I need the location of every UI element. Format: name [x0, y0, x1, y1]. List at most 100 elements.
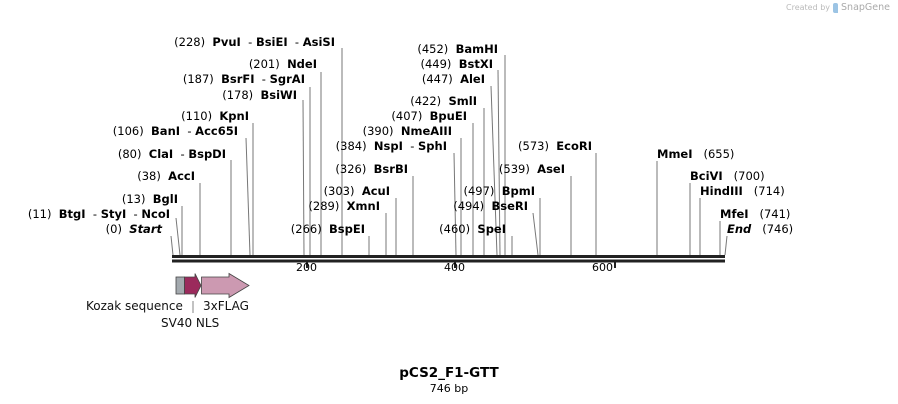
site-label-kpni[interactable]: (110) KpnI — [181, 109, 249, 123]
site-position: (497) — [463, 184, 495, 198]
site-position: (106) — [112, 124, 144, 138]
feature-sv40-nls[interactable] — [184, 273, 202, 298]
site-position: (110) — [181, 109, 213, 123]
site-position: (447) — [421, 72, 453, 86]
site-label-spei[interactable]: (460) SpeI — [439, 222, 506, 236]
site-label-ndei[interactable]: (201) NdeI — [249, 57, 317, 71]
site-line — [453, 152, 457, 256]
site-label-bani[interactable]: (106) BanI - Acc65I — [113, 124, 238, 138]
enzyme-name: PvuI — [212, 35, 241, 49]
site-label-bsrbi[interactable]: (326) BsrBI — [335, 162, 408, 176]
enzyme-name: BanI — [151, 124, 181, 138]
site-position: (289) — [308, 199, 340, 213]
site-label-clai[interactable]: (80) ClaI - BspDI — [118, 147, 226, 161]
site-line — [497, 69, 501, 256]
site-line — [175, 217, 181, 256]
site-label-pvui[interactable]: (228) PvuI - BsiEI - AsiSI — [174, 35, 335, 49]
site-label-bspei[interactable]: (266) BspEI — [291, 222, 365, 236]
site-label-bamhi[interactable]: (452) BamHI — [417, 42, 498, 56]
enzyme-name: SgrAI — [269, 72, 305, 86]
feature-label-3xflag[interactable]: 3xFLAG — [203, 299, 249, 313]
site-label-nspi[interactable]: (384) NspI - SphI — [336, 139, 447, 153]
site-label-start[interactable]: (0) Start — [106, 222, 162, 236]
enzyme-name: EcoRI — [556, 139, 592, 153]
feature-label-sv40-nls[interactable]: SV40 NLS — [161, 316, 220, 330]
site-position: (38) — [137, 169, 161, 183]
separator: - — [254, 72, 270, 86]
separator: - — [180, 124, 196, 138]
enzyme-name: NmeAIII — [400, 124, 452, 138]
site-position: (741) — [759, 207, 791, 221]
site-position: (573) — [518, 139, 549, 153]
enzyme-name: AcuI — [361, 184, 390, 198]
site-position: (407) — [391, 109, 423, 123]
site-position: (449) — [420, 57, 452, 71]
enzyme-name: AccI — [168, 169, 195, 183]
site-position: (0) — [105, 222, 122, 236]
site-label-bpmi[interactable]: (497) BpmI — [463, 184, 535, 198]
site-position: (201) — [248, 57, 280, 71]
enzyme-name: BsiWI — [260, 88, 297, 102]
feature-3xflag[interactable] — [201, 272, 250, 299]
site-label-bgli[interactable]: (13) BglI — [122, 192, 178, 206]
credit-brand: SnapGene — [841, 2, 890, 13]
site-position: (187) — [182, 72, 214, 86]
site-position: (494) — [453, 199, 485, 213]
site-label-smli[interactable]: (422) SmlI — [410, 94, 477, 108]
site-label-nmeaiii[interactable]: (390) NmeAIII — [363, 124, 452, 138]
site-position: (228) — [174, 35, 206, 49]
feature-kozak-sequence[interactable] — [175, 276, 185, 295]
site-label-bstxi[interactable]: (449) BstXI — [420, 57, 493, 71]
enzyme-name: SmlI — [448, 94, 478, 108]
ruler-label-200: 200 — [296, 261, 317, 274]
site-label-bseri[interactable]: (494) BseRI — [453, 199, 528, 213]
site-label-mmei[interactable]: MmeI (655) — [657, 147, 734, 161]
ruler-label-600: 600 — [592, 261, 613, 274]
site-position: (655) — [703, 147, 735, 161]
site-position: (13) — [121, 192, 146, 206]
site-label-bcivi[interactable]: BciVI (700) — [690, 169, 765, 183]
site-label-ecori[interactable]: (573) EcoRI — [518, 139, 592, 153]
enzyme-name: NspI — [373, 139, 403, 153]
enzyme-name: BspDI — [188, 147, 226, 161]
site-line — [245, 137, 251, 256]
site-label-btgi[interactable]: (11) BtgI - StyI - NcoI — [28, 207, 170, 221]
separator: - — [240, 35, 256, 49]
site-label-end[interactable]: End (746) — [727, 222, 793, 236]
credit-prefix: Created by — [786, 3, 831, 12]
enzyme-name: BpmI — [501, 184, 535, 198]
enzyme-name: NcoI — [141, 207, 170, 221]
site-label-xmni[interactable]: (289) XmnI — [308, 199, 380, 213]
site-label-bsiwi[interactable]: (178) BsiWI — [222, 88, 297, 102]
feature-label-kozak-sequence[interactable]: Kozak sequence — [86, 299, 183, 313]
plasmid-name: pCS2_F1-GTT — [399, 365, 499, 381]
enzyme-name: BseRI — [491, 199, 528, 213]
site-position: (266) — [290, 222, 322, 236]
ruler-label-400: 400 — [444, 261, 465, 274]
enzyme-name: BtgI — [58, 207, 86, 221]
site-label-acci[interactable]: (38) AccI — [137, 169, 195, 183]
backbone-top-strand — [172, 255, 725, 258]
site-label-acui[interactable]: (303) AcuI — [324, 184, 390, 198]
site-label-bsrfi[interactable]: (187) BsrFI - SgrAI — [183, 72, 305, 86]
enzyme-name: BglI — [152, 192, 178, 206]
site-position: (700) — [733, 169, 765, 183]
separator: - — [85, 207, 101, 221]
site-label-asei[interactable]: (539) AseI — [499, 162, 565, 176]
site-line — [532, 212, 539, 256]
site-label-hindiii[interactable]: HindIII (714) — [700, 184, 785, 198]
site-line — [302, 99, 305, 256]
site-position: (460) — [439, 222, 471, 236]
site-label-bpuei[interactable]: (407) BpuEI — [391, 109, 467, 123]
enzyme-name: BciVI — [690, 169, 723, 183]
site-position: (422) — [410, 94, 442, 108]
site-line — [724, 235, 728, 256]
enzyme-name: MmeI — [657, 147, 693, 161]
site-position: (11) — [27, 207, 52, 221]
plasmid-length: 746 bp — [429, 382, 469, 395]
separator: - — [402, 139, 419, 153]
site-label-alei[interactable]: (447) AleI — [422, 72, 485, 86]
enzyme-name: MfeI — [720, 207, 749, 221]
site-label-mfei[interactable]: MfeI (741) — [720, 207, 790, 221]
